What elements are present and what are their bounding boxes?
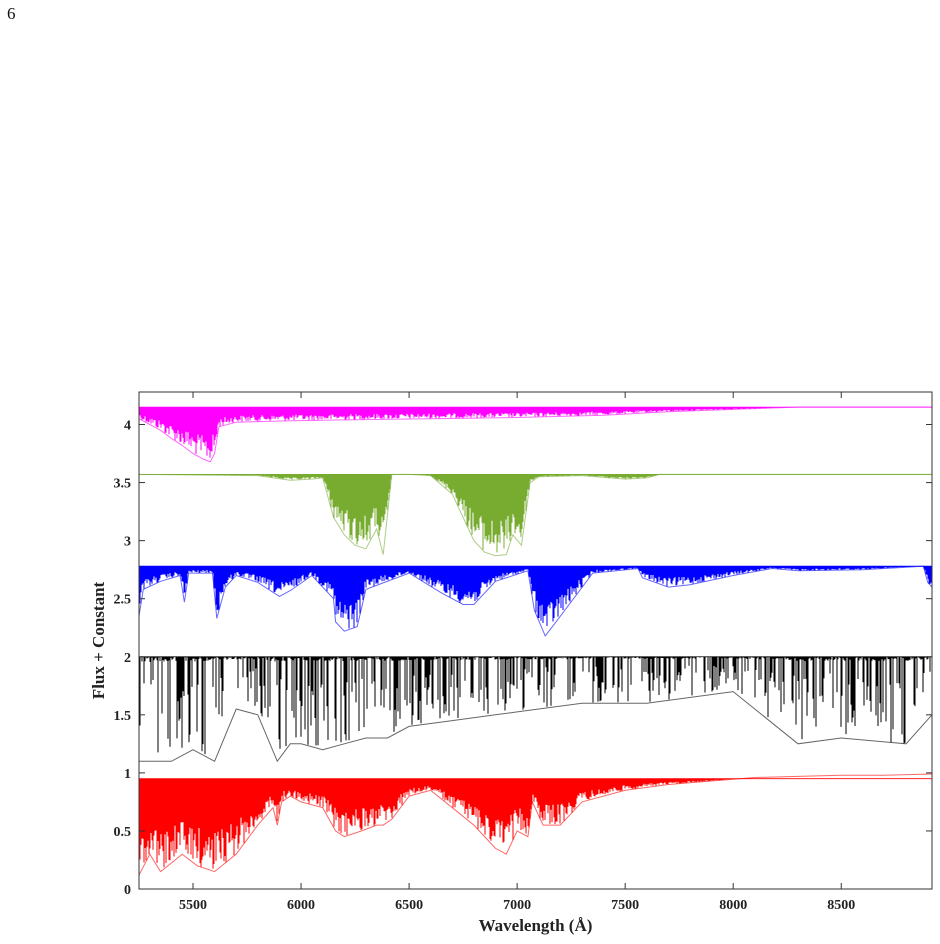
- spectrum-absorption: [162, 474, 659, 553]
- spectrum-series: [138, 773, 933, 876]
- y-tick-label: 3: [124, 535, 131, 550]
- x-tick-label: 5500: [179, 898, 207, 913]
- spectrum-envelope: [139, 691, 933, 763]
- page-number: 6: [7, 4, 16, 23]
- spectrum-series: [138, 656, 933, 763]
- spectrum-absorption: [138, 656, 933, 755]
- y-tick-label: 2: [124, 651, 131, 666]
- spectrum-envelope: [138, 473, 932, 557]
- y-tick-label: 4: [124, 419, 131, 434]
- spectrum-series: [138, 473, 932, 557]
- spectrum-absorption: [138, 778, 738, 869]
- y-tick-label: 3.5: [114, 477, 132, 492]
- spectrum-envelope: [138, 773, 933, 876]
- y-tick-label: 1.5: [114, 709, 132, 724]
- plot-frame: [138, 391, 933, 890]
- spectrum-envelope: [138, 406, 932, 463]
- series-layer: [138, 406, 933, 876]
- x-tick-label: 6500: [395, 898, 423, 913]
- y-tick-label: 2.5: [114, 593, 132, 608]
- y-axis-title: Flux + Constant: [89, 581, 108, 699]
- y-tick-label: 1: [124, 767, 131, 782]
- x-tick-label: 8500: [827, 898, 855, 913]
- y-tick-label: 0: [124, 883, 131, 898]
- spectrum-absorption: [138, 407, 792, 458]
- tick-layer: 5500 6000 6500 7000 7500 8000 8500 0 0.5 1 1.5 2 2.5…: [114, 392, 932, 913]
- x-tick-label: 7000: [503, 898, 531, 913]
- spectrum-absorption: [138, 566, 933, 629]
- x-tick-label: 6000: [287, 898, 315, 913]
- spectrum-series: [138, 406, 932, 463]
- y-tick-label: 0.5: [114, 825, 132, 840]
- spectrum-envelope: [138, 565, 933, 637]
- x-axis-title: Wavelength (Å): [479, 916, 593, 935]
- x-tick-label: 8000: [719, 898, 747, 913]
- x-tick-label: 7500: [611, 898, 639, 913]
- spectrum-series: [138, 565, 933, 637]
